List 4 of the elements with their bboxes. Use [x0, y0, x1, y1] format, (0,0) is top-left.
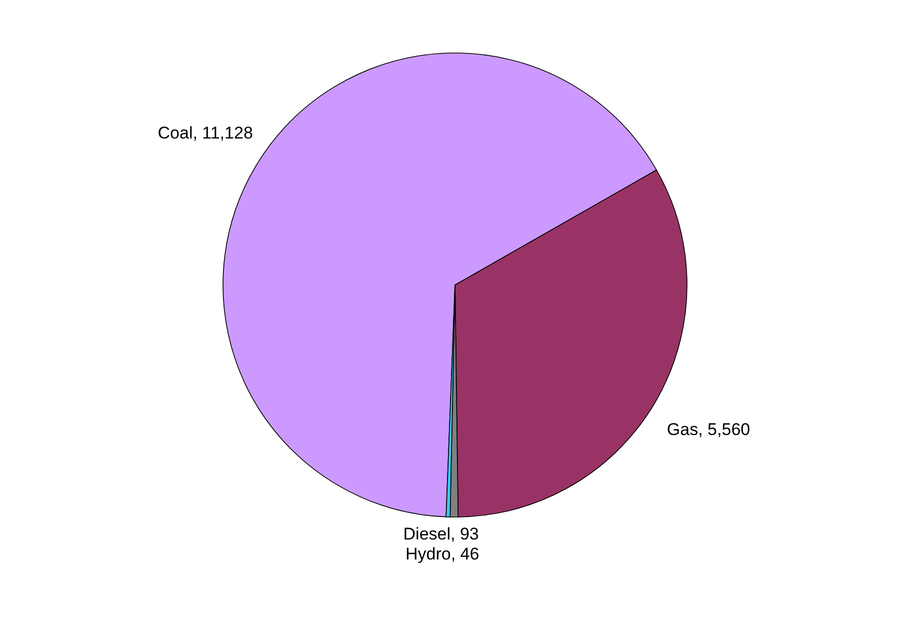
- slice-label: Hydro, 46: [405, 544, 480, 564]
- slice-label: Gas, 5,560: [666, 420, 750, 439]
- slice-label: Coal, 11,128: [158, 124, 253, 143]
- slice-label: Diesel, 93: [403, 524, 479, 544]
